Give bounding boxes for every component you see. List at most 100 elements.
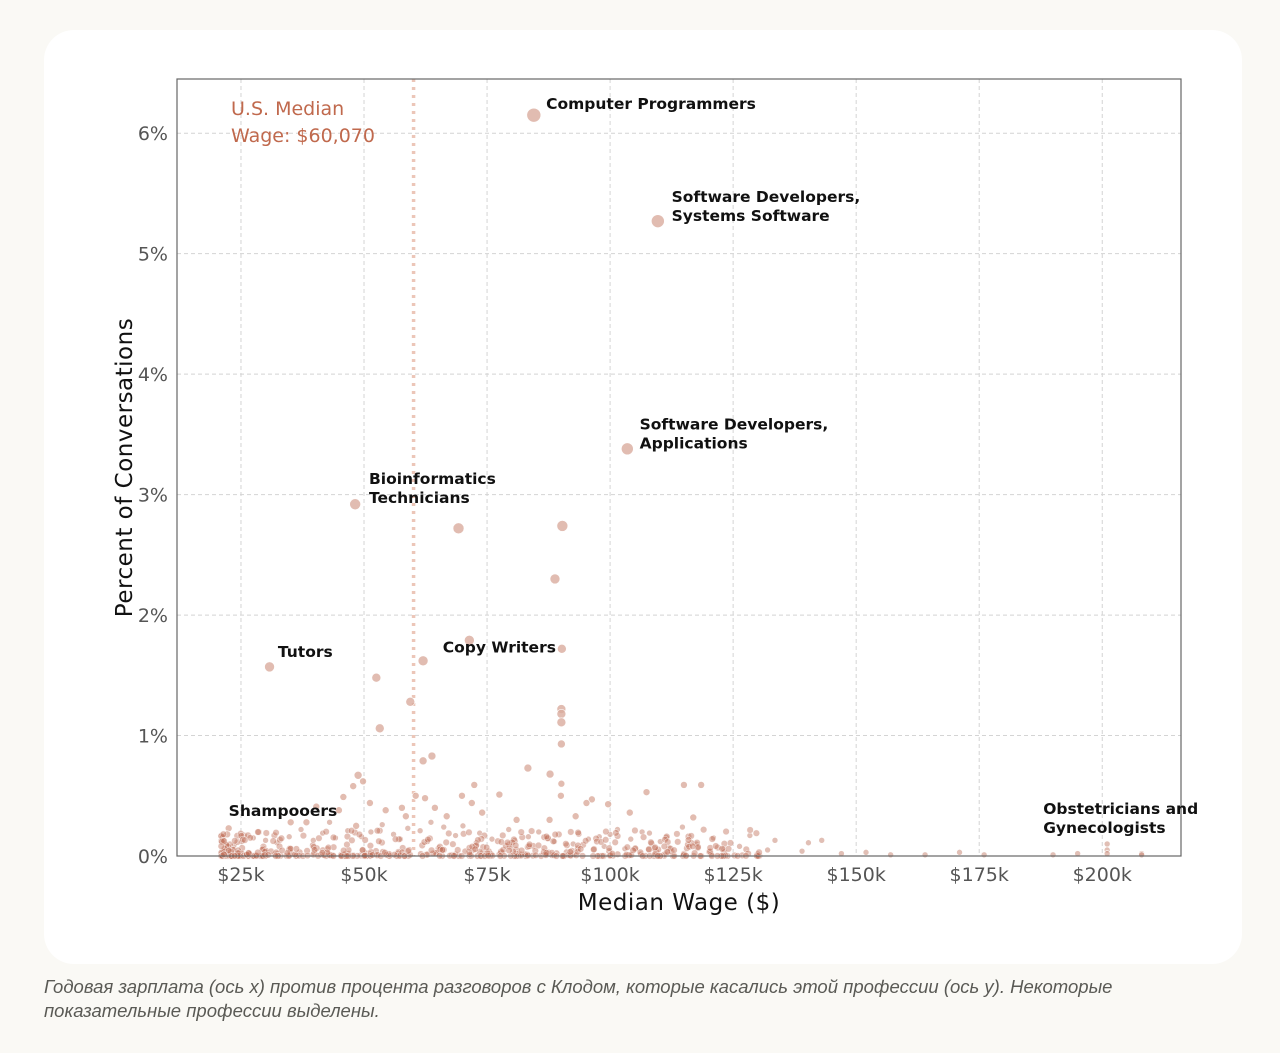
data-point [523,763,533,773]
data-point [428,846,436,854]
data-point [674,838,682,846]
data-point [225,847,233,855]
data-point [411,791,420,800]
data-point [231,837,239,845]
x-tick-label: $150k [826,864,885,886]
data-point [746,826,754,834]
x-tick-label: $25k [217,864,264,886]
data-point [567,828,575,836]
data-point [217,842,225,850]
data-point [348,827,356,835]
data-point [556,709,567,719]
data-point [566,851,574,859]
data-point [663,848,671,856]
data-point [381,849,389,857]
data-point [424,836,432,844]
data-point [574,848,582,856]
data-point [499,846,507,854]
data-point [319,829,326,837]
data-point [645,845,653,853]
x-tick-label: $125k [703,864,762,886]
data-point [436,845,444,853]
data-point [631,826,639,834]
data-point [535,828,543,836]
data-point [708,835,716,843]
data-point [219,830,227,838]
data-point [697,781,705,789]
data-point [468,843,476,851]
data-point [752,829,760,837]
data-point [710,834,717,842]
data-point [673,830,681,838]
data-point [525,833,532,841]
x-tick-label: $75k [463,864,510,886]
data-point [283,849,291,857]
data-point [459,822,467,830]
data-point [302,818,311,827]
data-point [264,851,272,859]
x-tick-label: $50k [340,864,387,886]
x-tick-label: $175k [950,864,1009,886]
data-point [326,818,333,826]
data-point [349,782,357,790]
data-point [404,824,412,832]
data-point [218,833,226,841]
data-point [340,847,348,855]
y-tick-label: 6% [138,123,168,145]
plot-border [176,78,1182,857]
data-point [445,829,453,837]
data-point [597,838,605,846]
data-point [223,841,231,849]
data-point [427,751,437,761]
y-tick-label: 5% [138,244,168,266]
data-point [220,850,228,858]
y-tick-label: 2% [138,605,168,627]
data-point [744,850,752,858]
data-point [262,837,269,844]
data-point [285,833,293,841]
data-point [629,846,637,854]
data-point [566,848,574,856]
data-point [518,846,526,854]
data-point [736,843,743,850]
figure-caption: Годовая зарплата (ось x) против процента… [44,976,1113,1021]
data-point [556,520,569,532]
data-point [494,837,502,845]
data-point [438,846,446,854]
data-point [505,846,513,854]
data-point [706,844,714,852]
data-point [431,804,439,812]
data-point [535,841,543,849]
data-point [478,808,486,817]
data-point [562,840,570,848]
data-point [647,838,655,846]
data-point [798,847,806,855]
data-point [217,837,225,845]
data-point [551,831,559,839]
data-point [272,829,280,837]
data-point [712,842,720,850]
data-point [755,848,763,856]
data-point [405,846,413,854]
data-point [662,834,670,842]
data-point [368,851,376,859]
data-point [449,840,457,848]
data-point [332,834,339,842]
data-point [297,826,305,833]
data-point [528,827,536,835]
data-point [670,846,678,854]
data-point [392,835,400,843]
data-point [642,788,651,796]
data-point [278,846,286,854]
data-point [661,836,669,844]
data-point [611,838,619,846]
data-point [468,799,476,807]
data-point [571,812,580,821]
median-wage-line: U.S. Median Wage: $60,070 [231,79,416,856]
data-point [259,844,267,852]
data-point [592,835,600,843]
data-point [679,823,686,831]
data-point [631,844,639,852]
data-point [427,818,435,826]
scatter-chart: U.S. Median Wage: $60,070 $25k $50k $75k $10… [112,78,1198,916]
